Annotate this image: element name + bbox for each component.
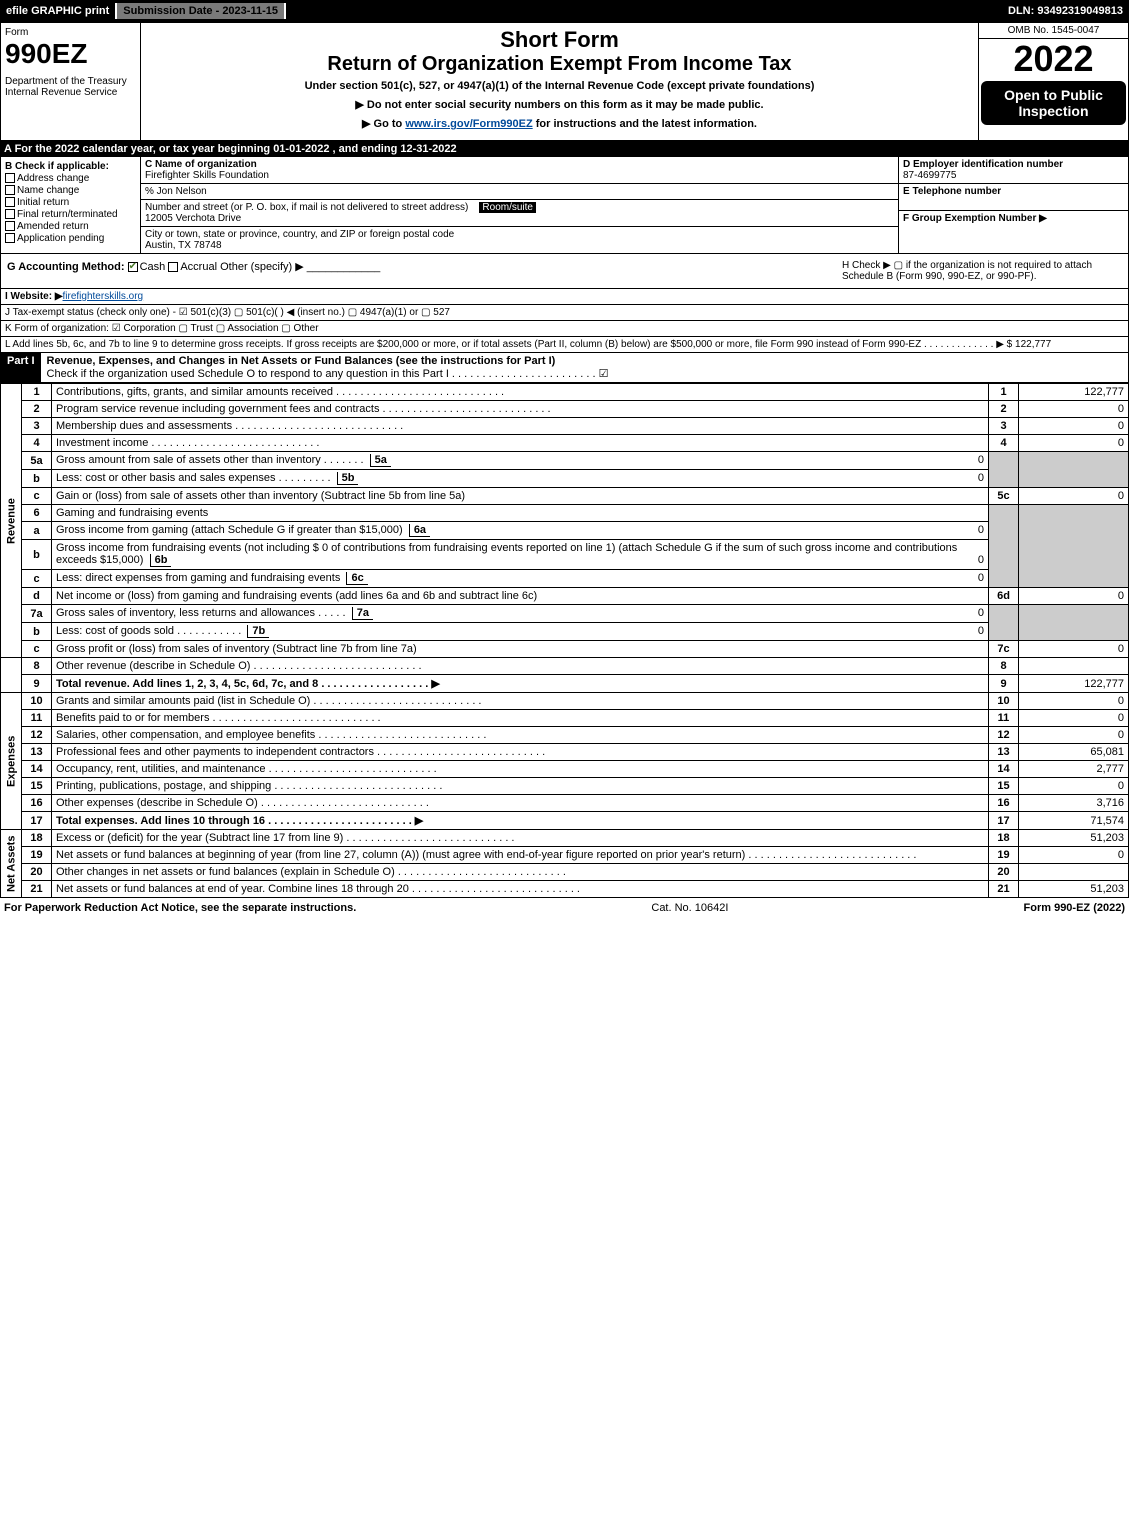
row-h: H Check ▶ ▢ if the organization is not r… — [842, 260, 1122, 282]
website-link[interactable]: firefighterskills.org — [63, 291, 144, 302]
ein: 87-4699775 — [903, 170, 956, 181]
city: Austin, TX 78748 — [145, 240, 222, 251]
under-section: Under section 501(c), 527, or 4947(a)(1)… — [149, 80, 970, 92]
side-net-assets: Net Assets — [1, 830, 22, 898]
goto-note: ▶ Go to www.irs.gov/Form990EZ for instru… — [149, 117, 970, 130]
omb-number: OMB No. 1545-0047 — [979, 23, 1128, 39]
chk-initial-return[interactable] — [5, 197, 15, 207]
page-footer: For Paperwork Reduction Act Notice, see … — [0, 898, 1129, 918]
department: Department of the Treasury Internal Reve… — [5, 76, 136, 98]
col-de: D Employer identification number87-46997… — [898, 157, 1128, 253]
chk-accrual[interactable] — [168, 262, 178, 272]
row-k-form-org: K Form of organization: ☑ Corporation ▢ … — [0, 321, 1129, 337]
row-l-gross-receipts: L Add lines 5b, 6c, and 7b to line 9 to … — [0, 337, 1129, 353]
info-block: B Check if applicable: Address change Na… — [0, 157, 1129, 254]
form-label: Form — [5, 27, 136, 38]
part1-title: Revenue, Expenses, and Changes in Net As… — [47, 355, 556, 367]
accounting-method-label: G Accounting Method: — [7, 261, 125, 273]
street: 12005 Verchota Drive — [145, 213, 241, 224]
row-g-h: G Accounting Method: Cash Accrual Other … — [0, 254, 1129, 289]
form-version: Form 990-EZ (2022) — [1024, 902, 1125, 914]
form-number: 990EZ — [5, 38, 136, 70]
side-expenses: Expenses — [1, 693, 22, 830]
top-bar: efile GRAPHIC print Submission Date - 20… — [0, 0, 1129, 22]
row-a-period: A For the 2022 calendar year, or tax yea… — [0, 141, 1129, 157]
part1-label: Part I — [1, 353, 41, 382]
chk-application-pending[interactable] — [5, 233, 15, 243]
phone-label: E Telephone number — [903, 186, 1001, 197]
submission-date: Submission Date - 2023-11-15 — [117, 3, 286, 19]
header-center: Short Form Return of Organization Exempt… — [141, 23, 978, 140]
city-label: City or town, state or province, country… — [145, 229, 454, 240]
row-j-tax-status: J Tax-exempt status (check only one) - ☑… — [0, 305, 1129, 321]
care-of: % Jon Nelson — [145, 186, 207, 197]
org-name: Firefighter Skills Foundation — [145, 170, 269, 181]
chk-cash[interactable] — [128, 262, 138, 272]
col-b-title: B Check if applicable: — [5, 161, 109, 172]
paperwork-notice: For Paperwork Reduction Act Notice, see … — [4, 902, 356, 914]
org-name-label: C Name of organization — [145, 159, 257, 170]
cat-number: Cat. No. 10642I — [356, 902, 1023, 914]
room-label: Room/suite — [479, 202, 536, 213]
financial-table: Revenue 1Contributions, gifts, grants, a… — [0, 383, 1129, 898]
tax-year: 2022 — [979, 39, 1128, 79]
col-c-org-info: C Name of organizationFirefighter Skills… — [141, 157, 898, 253]
chk-name-change[interactable] — [5, 185, 15, 195]
ssn-note: ▶ Do not enter social security numbers o… — [149, 98, 970, 111]
irs-link[interactable]: www.irs.gov/Form990EZ — [405, 118, 532, 130]
part1-header-row: Part I Revenue, Expenses, and Changes in… — [0, 353, 1129, 383]
col-b-checkboxes: B Check if applicable: Address change Na… — [1, 157, 141, 253]
header-right: OMB No. 1545-0047 2022 Open to Public In… — [978, 23, 1128, 140]
form-header: Form 990EZ Department of the Treasury In… — [0, 22, 1129, 141]
efile-label: efile GRAPHIC print — [0, 3, 117, 19]
side-revenue: Revenue — [1, 384, 22, 658]
header-left: Form 990EZ Department of the Treasury In… — [1, 23, 141, 140]
dln: DLN: 93492319049813 — [1002, 3, 1129, 19]
chk-address-change[interactable] — [5, 173, 15, 183]
chk-final-return[interactable] — [5, 209, 15, 219]
short-form-title: Short Form — [149, 27, 970, 53]
main-title: Return of Organization Exempt From Incom… — [149, 53, 970, 76]
street-label: Number and street (or P. O. box, if mail… — [145, 202, 468, 213]
open-to-public: Open to Public Inspection — [981, 81, 1126, 125]
row-i-website: I Website: ▶firefighterskills.org — [0, 289, 1129, 305]
chk-amended-return[interactable] — [5, 221, 15, 231]
group-exemption-label: F Group Exemption Number ▶ — [903, 213, 1047, 224]
part1-check: Check if the organization used Schedule … — [47, 368, 609, 380]
ein-label: D Employer identification number — [903, 159, 1063, 170]
